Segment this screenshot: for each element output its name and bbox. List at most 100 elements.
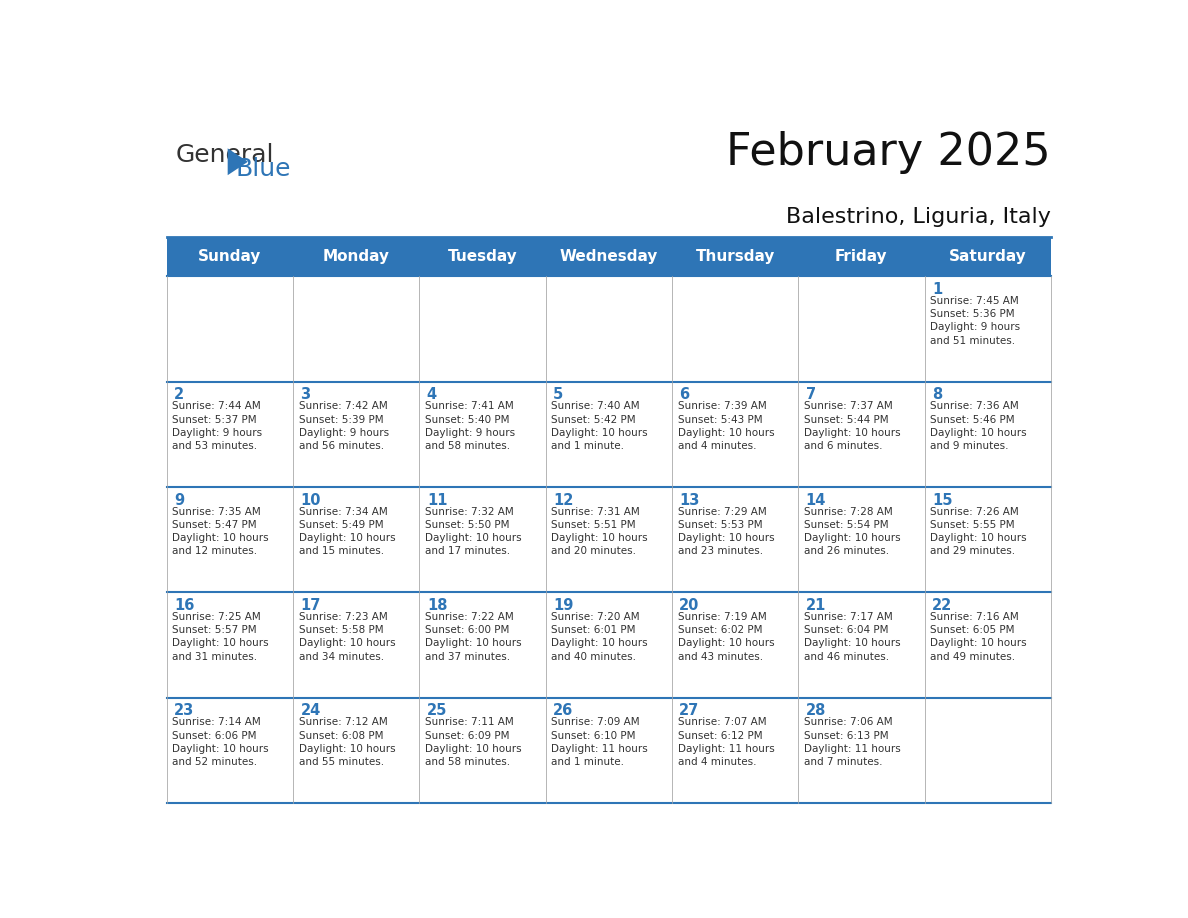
Text: Sunrise: 7:31 AM
Sunset: 5:51 PM
Daylight: 10 hours
and 20 minutes.: Sunrise: 7:31 AM Sunset: 5:51 PM Dayligh… [551, 507, 647, 556]
Bar [545, 276, 672, 382]
Bar [672, 276, 798, 382]
Text: 2: 2 [175, 387, 184, 402]
Text: 25: 25 [426, 703, 447, 718]
Text: Sunrise: 7:35 AM
Sunset: 5:47 PM
Daylight: 10 hours
and 12 minutes.: Sunrise: 7:35 AM Sunset: 5:47 PM Dayligh… [172, 507, 268, 556]
Bar [798, 487, 924, 592]
Text: Tuesday: Tuesday [448, 250, 518, 264]
Text: 19: 19 [554, 598, 574, 613]
Text: Sunrise: 7:06 AM
Sunset: 6:13 PM
Daylight: 11 hours
and 7 minutes.: Sunrise: 7:06 AM Sunset: 6:13 PM Dayligh… [804, 717, 901, 767]
Text: Sunrise: 7:19 AM
Sunset: 6:02 PM
Daylight: 10 hours
and 43 minutes.: Sunrise: 7:19 AM Sunset: 6:02 PM Dayligh… [677, 612, 775, 662]
Text: 12: 12 [554, 493, 574, 508]
Bar [166, 698, 293, 803]
Bar [798, 382, 924, 487]
Bar [419, 276, 545, 382]
Text: Sunrise: 7:23 AM
Sunset: 5:58 PM
Daylight: 10 hours
and 34 minutes.: Sunrise: 7:23 AM Sunset: 5:58 PM Dayligh… [298, 612, 396, 662]
Bar [798, 238, 924, 276]
Text: Sunrise: 7:40 AM
Sunset: 5:42 PM
Daylight: 10 hours
and 1 minute.: Sunrise: 7:40 AM Sunset: 5:42 PM Dayligh… [551, 401, 647, 451]
Bar [924, 276, 1051, 382]
Text: Sunrise: 7:36 AM
Sunset: 5:46 PM
Daylight: 10 hours
and 9 minutes.: Sunrise: 7:36 AM Sunset: 5:46 PM Dayligh… [930, 401, 1026, 451]
Text: 7: 7 [805, 387, 816, 402]
Text: Sunrise: 7:41 AM
Sunset: 5:40 PM
Daylight: 9 hours
and 58 minutes.: Sunrise: 7:41 AM Sunset: 5:40 PM Dayligh… [425, 401, 516, 451]
Bar [924, 592, 1051, 698]
Text: 27: 27 [680, 703, 700, 718]
Bar [924, 487, 1051, 592]
Bar [798, 592, 924, 698]
Text: 17: 17 [301, 598, 321, 613]
Text: Saturday: Saturday [949, 250, 1026, 264]
Text: Sunrise: 7:11 AM
Sunset: 6:09 PM
Daylight: 10 hours
and 58 minutes.: Sunrise: 7:11 AM Sunset: 6:09 PM Dayligh… [425, 717, 522, 767]
Text: 20: 20 [680, 598, 700, 613]
Text: 3: 3 [301, 387, 311, 402]
Bar [419, 592, 545, 698]
Text: Sunrise: 7:16 AM
Sunset: 6:05 PM
Daylight: 10 hours
and 49 minutes.: Sunrise: 7:16 AM Sunset: 6:05 PM Dayligh… [930, 612, 1026, 662]
Text: Balestrino, Liguria, Italy: Balestrino, Liguria, Italy [786, 207, 1051, 227]
Bar [798, 698, 924, 803]
Bar [672, 698, 798, 803]
Bar [293, 238, 419, 276]
Bar [672, 592, 798, 698]
Text: 15: 15 [931, 493, 953, 508]
Text: 10: 10 [301, 493, 321, 508]
Bar [166, 238, 293, 276]
Text: February 2025: February 2025 [726, 130, 1051, 174]
Text: Sunrise: 7:28 AM
Sunset: 5:54 PM
Daylight: 10 hours
and 26 minutes.: Sunrise: 7:28 AM Sunset: 5:54 PM Dayligh… [804, 507, 901, 556]
Bar [419, 487, 545, 592]
Bar [419, 698, 545, 803]
Text: 28: 28 [805, 703, 826, 718]
Text: Sunrise: 7:26 AM
Sunset: 5:55 PM
Daylight: 10 hours
and 29 minutes.: Sunrise: 7:26 AM Sunset: 5:55 PM Dayligh… [930, 507, 1026, 556]
Text: Sunrise: 7:34 AM
Sunset: 5:49 PM
Daylight: 10 hours
and 15 minutes.: Sunrise: 7:34 AM Sunset: 5:49 PM Dayligh… [298, 507, 396, 556]
Text: Sunrise: 7:14 AM
Sunset: 6:06 PM
Daylight: 10 hours
and 52 minutes.: Sunrise: 7:14 AM Sunset: 6:06 PM Dayligh… [172, 717, 268, 767]
Text: 13: 13 [680, 493, 700, 508]
Text: 5: 5 [554, 387, 563, 402]
Bar [672, 238, 798, 276]
Bar [166, 592, 293, 698]
Text: Sunrise: 7:39 AM
Sunset: 5:43 PM
Daylight: 10 hours
and 4 minutes.: Sunrise: 7:39 AM Sunset: 5:43 PM Dayligh… [677, 401, 775, 451]
Bar [545, 487, 672, 592]
Text: 4: 4 [426, 387, 437, 402]
Bar [545, 592, 672, 698]
Text: Wednesday: Wednesday [560, 250, 658, 264]
Text: Sunrise: 7:29 AM
Sunset: 5:53 PM
Daylight: 10 hours
and 23 minutes.: Sunrise: 7:29 AM Sunset: 5:53 PM Dayligh… [677, 507, 775, 556]
Bar [924, 698, 1051, 803]
Bar [419, 382, 545, 487]
Text: 23: 23 [175, 703, 195, 718]
Text: Sunrise: 7:20 AM
Sunset: 6:01 PM
Daylight: 10 hours
and 40 minutes.: Sunrise: 7:20 AM Sunset: 6:01 PM Dayligh… [551, 612, 647, 662]
Text: 8: 8 [931, 387, 942, 402]
Text: Monday: Monday [323, 250, 390, 264]
Text: Sunrise: 7:37 AM
Sunset: 5:44 PM
Daylight: 10 hours
and 6 minutes.: Sunrise: 7:37 AM Sunset: 5:44 PM Dayligh… [804, 401, 901, 451]
Text: 9: 9 [175, 493, 184, 508]
Text: Sunrise: 7:09 AM
Sunset: 6:10 PM
Daylight: 11 hours
and 1 minute.: Sunrise: 7:09 AM Sunset: 6:10 PM Dayligh… [551, 717, 647, 767]
Bar [166, 276, 293, 382]
Text: 18: 18 [426, 598, 448, 613]
Bar [293, 382, 419, 487]
Text: Sunrise: 7:17 AM
Sunset: 6:04 PM
Daylight: 10 hours
and 46 minutes.: Sunrise: 7:17 AM Sunset: 6:04 PM Dayligh… [804, 612, 901, 662]
Text: Sunrise: 7:45 AM
Sunset: 5:36 PM
Daylight: 9 hours
and 51 minutes.: Sunrise: 7:45 AM Sunset: 5:36 PM Dayligh… [930, 297, 1020, 346]
Text: 1: 1 [931, 282, 942, 297]
Text: Friday: Friday [835, 250, 887, 264]
Bar [545, 238, 672, 276]
Text: Sunrise: 7:42 AM
Sunset: 5:39 PM
Daylight: 9 hours
and 56 minutes.: Sunrise: 7:42 AM Sunset: 5:39 PM Dayligh… [298, 401, 388, 451]
Bar [166, 382, 293, 487]
Bar [672, 487, 798, 592]
Polygon shape [228, 149, 248, 175]
Text: 16: 16 [175, 598, 195, 613]
Bar [798, 276, 924, 382]
Text: Sunday: Sunday [198, 250, 261, 264]
Bar [924, 238, 1051, 276]
Text: General: General [176, 142, 274, 167]
Text: Blue: Blue [236, 157, 291, 181]
Bar [293, 276, 419, 382]
Text: Sunrise: 7:25 AM
Sunset: 5:57 PM
Daylight: 10 hours
and 31 minutes.: Sunrise: 7:25 AM Sunset: 5:57 PM Dayligh… [172, 612, 268, 662]
Text: 21: 21 [805, 598, 826, 613]
Bar [672, 382, 798, 487]
Bar [545, 382, 672, 487]
Text: 26: 26 [554, 703, 574, 718]
Text: Sunrise: 7:44 AM
Sunset: 5:37 PM
Daylight: 9 hours
and 53 minutes.: Sunrise: 7:44 AM Sunset: 5:37 PM Dayligh… [172, 401, 263, 451]
Text: 24: 24 [301, 703, 321, 718]
Bar [293, 698, 419, 803]
Text: 14: 14 [805, 493, 826, 508]
Bar [293, 487, 419, 592]
Text: Thursday: Thursday [695, 250, 775, 264]
Bar [166, 487, 293, 592]
Text: 6: 6 [680, 387, 689, 402]
